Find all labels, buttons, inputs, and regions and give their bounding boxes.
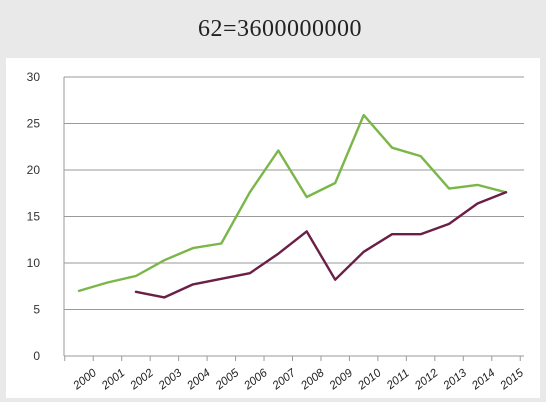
x-tick-label: 2014	[469, 367, 497, 393]
x-tick-label: 2007	[270, 367, 299, 393]
series-line-1	[77, 113, 508, 293]
x-tick-label: 2015	[498, 367, 527, 393]
x-tick-label: 2008	[298, 367, 327, 393]
x-tick-label: 2001	[99, 367, 127, 393]
y-tick-label: 5	[33, 303, 40, 317]
x-tick-label: 2004	[184, 367, 212, 393]
x-tick-label: 2013	[441, 367, 470, 393]
y-tick-label: 30	[27, 70, 41, 84]
y-tick-label: 25	[27, 117, 41, 131]
x-tick-label: 2000	[71, 367, 100, 393]
x-tick-label: 2010	[355, 367, 384, 393]
x-tick-label: 2002	[128, 367, 157, 393]
x-tick-label: 2009	[327, 367, 356, 393]
x-tick-label: 2012	[412, 367, 441, 393]
x-tick-label: 2006	[241, 367, 270, 393]
series-line-2	[134, 191, 508, 299]
y-tick-label: 15	[27, 210, 41, 224]
y-tick-label: 20	[27, 163, 41, 177]
header-title: 62=3600000000	[197, 15, 363, 42]
x-tick-label: 2011	[384, 367, 412, 392]
x-axis-ticks: 2000 2001 2002 2003 2004 2005 2006 2007 2008 2009…	[71, 367, 527, 393]
grid-lines	[63, 76, 524, 361]
series-group	[77, 113, 508, 299]
chart-panel: 0 5 10 15 20 25 30 2000 2001 2002 2003 2004 2005 200…	[6, 58, 540, 398]
y-tick-label: 0	[33, 349, 40, 363]
y-axis-ticks: 0 5 10 15 20 25 30	[27, 70, 41, 363]
x-tick-label: 2005	[213, 367, 242, 393]
header: 62=3600000000	[0, 0, 546, 58]
y-tick-label: 10	[27, 256, 41, 270]
x-tick-label: 2003	[156, 367, 185, 393]
